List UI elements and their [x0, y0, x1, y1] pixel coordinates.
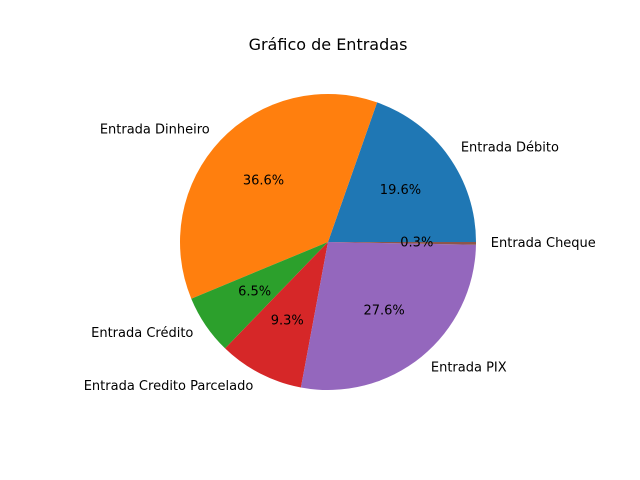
pie-slice: [225, 242, 328, 388]
pie-category-label: Entrada Credito Parcelado: [84, 379, 254, 394]
pie-slice: [191, 242, 328, 349]
pie-slice: [179, 93, 378, 299]
pie-category-label: Entrada Dinheiro: [100, 123, 210, 138]
pie-slice: [328, 242, 476, 245]
pie-percent-label: 9.3%: [271, 313, 304, 328]
pie-category-labels: Entrada Débito Entrada Dinheiro Entrada Cr…: [84, 123, 596, 395]
pie-category-label: Entrada Crédito: [91, 326, 193, 341]
pie-category-label: Entrada Cheque: [491, 236, 596, 251]
pie-slices: [179, 93, 476, 390]
pie-category-label: Entrada PIX: [431, 361, 507, 376]
pie-category-label: Entrada Débito: [461, 140, 559, 155]
pie-percent-label: 19.6%: [380, 183, 421, 198]
pie-slice: [300, 242, 476, 390]
pie-percent-label: 0.3%: [400, 235, 433, 250]
pie-percent-label: 6.5%: [238, 284, 271, 299]
pie-slice: [328, 102, 476, 242]
pie-percent-labels: 19.6% 36.6% 6.5%9.3% 27.6% 0.3%: [238, 173, 433, 328]
chart-title: Gráfico de Entradas: [249, 35, 408, 54]
pie-percent-label: 27.6%: [363, 303, 404, 318]
pie-percent-label: 36.6%: [243, 173, 284, 188]
